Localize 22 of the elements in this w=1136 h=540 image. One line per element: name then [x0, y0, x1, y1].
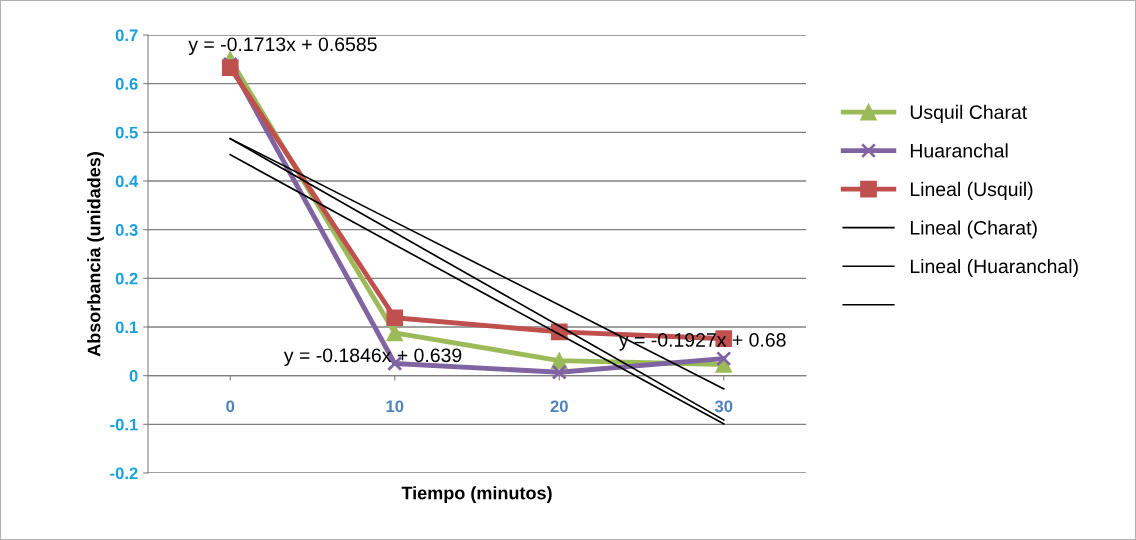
y-tick-label: -0.2	[110, 467, 138, 480]
y-axis-title: Absorbancia (unidades)	[87, 152, 105, 357]
y-tick-label: 0.7	[115, 29, 138, 42]
y-tick-label: 0	[129, 370, 138, 382]
legend-label: Huaranchal	[910, 143, 1008, 158]
x-tick-label: 20	[550, 400, 568, 413]
x-axis-title: Tiempo (minutos)	[401, 486, 552, 503]
y-tick-label: 0.4	[115, 175, 139, 188]
legend-label: Lineal (Usquil)	[910, 181, 1033, 200]
y-tick-label: -0.1	[110, 418, 138, 431]
y-tick-label: 0.3	[115, 224, 138, 236]
legend-label: Usquil Charat	[910, 104, 1027, 123]
x-tick-label: 10	[386, 400, 404, 413]
y-tick-label: 0.1	[115, 321, 138, 334]
y-tick-label: 0.6	[115, 78, 138, 90]
annotation: y = -0.1713x + 0.6585	[188, 37, 377, 56]
y-tick-label: 0.5	[115, 126, 138, 139]
y-tick-label: 0.2	[115, 272, 138, 285]
x-tick-label: 30	[714, 400, 733, 413]
legend-label: Lineal (Charat)	[910, 220, 1037, 239]
legend-label: Lineal (Huaranchal)	[910, 258, 1078, 278]
x-tick-label: 0	[226, 400, 235, 413]
